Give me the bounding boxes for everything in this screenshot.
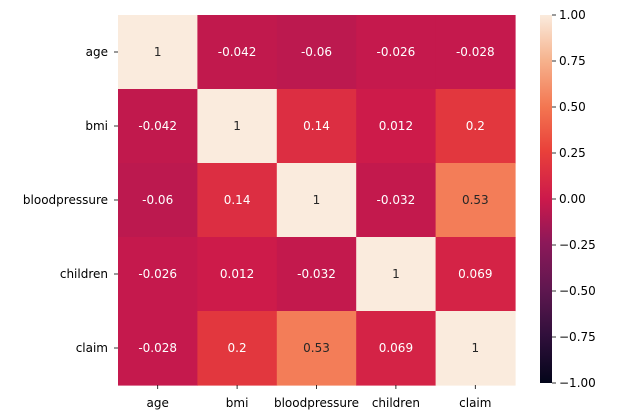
x-axis-tick-labels: age bmi bloodpressure children claim — [147, 385, 491, 410]
x-tick-label: children — [372, 396, 420, 410]
heatmap-cell — [197, 15, 278, 90]
cell-annotation: -0.028 — [456, 45, 495, 59]
y-tick-label: claim — [76, 341, 108, 355]
cell-annotation: 0.069 — [458, 267, 492, 281]
colorbar-tick-label: 1.00 — [559, 8, 586, 22]
cell-annotation: -0.032 — [377, 193, 416, 207]
cell-annotation: 1 — [154, 45, 162, 59]
heatmap-cell — [276, 163, 357, 238]
heatmap-cell — [197, 237, 278, 312]
heatmap-cell — [197, 163, 278, 238]
heatmap-cell — [435, 237, 516, 312]
colorbar-gradient — [540, 15, 552, 383]
cell-annotation: 1 — [313, 193, 321, 207]
x-tick-label: bmi — [226, 396, 249, 410]
heatmap-cell — [276, 237, 357, 312]
heatmap-cell — [356, 163, 437, 238]
heatmap-cell — [435, 163, 516, 238]
cell-annotation: -0.026 — [377, 45, 416, 59]
y-tick-label: bmi — [85, 119, 108, 133]
heatmap-cell — [356, 237, 437, 312]
cell-annotation: -0.026 — [138, 267, 177, 281]
cell-annotation: -0.028 — [138, 341, 177, 355]
cell-annotation: 0.53 — [303, 341, 330, 355]
cell-annotation: -0.06 — [142, 193, 173, 207]
heatmap-cell — [118, 89, 198, 164]
y-axis-tick-labels: age bmi bloodpressure children claim — [23, 45, 118, 355]
cell-annotation: 0.012 — [379, 119, 413, 133]
heatmap-cells — [118, 15, 516, 386]
x-tick-label: age — [147, 396, 169, 410]
cell-annotation: 0.012 — [220, 267, 254, 281]
colorbar-tick-label: 0.50 — [559, 100, 586, 114]
y-tick-label: age — [86, 45, 108, 59]
colorbar-tick-label: 0.75 — [559, 54, 586, 68]
x-tick-label: claim — [459, 396, 491, 410]
cell-annotation: -0.06 — [301, 45, 332, 59]
heatmap-cell — [118, 15, 198, 90]
cell-annotation: -0.032 — [297, 267, 336, 281]
heatmap-cell — [197, 311, 278, 386]
heatmap-cell — [276, 89, 357, 164]
cell-annotation: -0.042 — [218, 45, 257, 59]
heatmap-cell — [118, 311, 198, 386]
cell-annotation: 0.14 — [224, 193, 251, 207]
y-tick-label: bloodpressure — [23, 193, 108, 207]
colorbar-tick-label: −0.50 — [559, 284, 596, 298]
heatmap-cell — [435, 15, 516, 90]
heatmap-cell — [276, 311, 357, 386]
y-tick-label: children — [60, 267, 108, 281]
heatmap-annotations: 1 -0.042 -0.06 -0.026 -0.028 -0.042 1 0.14 0.012… — [138, 45, 494, 355]
cell-annotation: 0.2 — [466, 119, 485, 133]
colorbar-tick-label: −1.00 — [559, 376, 596, 390]
x-tick-label: bloodpressure — [274, 396, 359, 410]
heatmap-cell — [435, 89, 516, 164]
colorbar-tick-label: −0.25 — [559, 238, 596, 252]
cell-annotation: 1 — [471, 341, 479, 355]
cell-annotation: 0.53 — [462, 193, 489, 207]
cell-annotation: 0.14 — [303, 119, 330, 133]
heatmap-cell — [118, 237, 198, 312]
heatmap-cell — [118, 163, 198, 238]
colorbar: 1.00 0.75 0.50 0.25 0.00 −0.25 −0.50 −0.75 −1.00 — [540, 8, 596, 390]
cell-annotation: 0.069 — [379, 341, 413, 355]
heatmap-cell — [276, 15, 357, 90]
heatmap-cell — [356, 89, 437, 164]
cell-annotation: 1 — [233, 119, 241, 133]
cell-annotation: 1 — [392, 267, 400, 281]
cell-annotation: 0.2 — [228, 341, 247, 355]
heatmap-cell — [435, 311, 516, 386]
heatmap-cell — [356, 311, 437, 386]
heatmap-cell — [197, 89, 278, 164]
colorbar-tick-label: −0.75 — [559, 330, 596, 344]
colorbar-tick-label: 0.25 — [559, 146, 586, 160]
heatmap-cell — [356, 15, 437, 90]
cell-annotation: -0.042 — [138, 119, 177, 133]
colorbar-tick-label: 0.00 — [559, 192, 586, 206]
